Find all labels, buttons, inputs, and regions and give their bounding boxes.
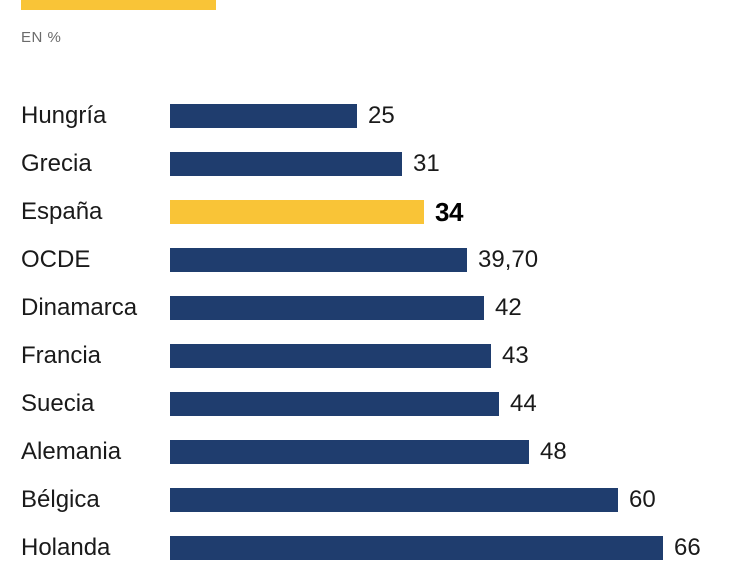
- bar: [170, 536, 663, 560]
- bar: [170, 200, 424, 224]
- bar-track: 44: [170, 390, 751, 418]
- bar: [170, 104, 357, 128]
- bar-track: 34: [170, 197, 751, 228]
- bar-track: 48: [170, 438, 751, 466]
- chart-row: OCDE 39,70: [21, 236, 751, 284]
- value-label: 34: [435, 196, 463, 227]
- value-label: 48: [540, 438, 567, 465]
- category-label: Alemania: [21, 438, 122, 465]
- unit-label: EN %: [21, 29, 62, 46]
- category-label: Dinamarca: [21, 294, 138, 321]
- chart-row: Alemania 48: [21, 428, 751, 476]
- value-label: 60: [629, 486, 656, 513]
- bar: [170, 248, 467, 272]
- bar-track: 66: [170, 534, 751, 562]
- bar: [170, 344, 491, 368]
- chart-row: Grecia 31: [21, 140, 751, 188]
- category-label: Bélgica: [21, 486, 100, 513]
- category-label: Grecia: [21, 150, 92, 177]
- legend-swatch: [21, 0, 216, 10]
- category-label: Holanda: [21, 534, 111, 561]
- value-label: 43: [502, 342, 529, 369]
- bar-track: 39,70: [170, 246, 751, 274]
- bar-track: 31: [170, 150, 751, 178]
- chart-row: Holanda 66: [21, 524, 751, 563]
- value-label: 44: [510, 390, 537, 417]
- category-label: Hungría: [21, 102, 107, 129]
- chart-row: Suecia 44: [21, 380, 751, 428]
- bar-track: 60: [170, 486, 751, 514]
- bar: [170, 296, 484, 320]
- bar-track: 42: [170, 294, 751, 322]
- category-label: Francia: [21, 342, 102, 369]
- chart-row: Dinamarca 42: [21, 284, 751, 332]
- value-label: 42: [495, 294, 522, 321]
- bar-track: 43: [170, 342, 751, 370]
- chart-row: España 34: [21, 188, 751, 236]
- bar: [170, 152, 402, 176]
- value-label: 66: [674, 534, 701, 561]
- bar: [170, 392, 499, 416]
- value-label: 25: [368, 102, 395, 129]
- bar: [170, 488, 618, 512]
- bar-chart: Hungría 25 Grecia 31 España 34 OCDE 39,7…: [21, 92, 751, 563]
- bar-track: 25: [170, 102, 751, 130]
- value-label: 39,70: [478, 246, 539, 273]
- category-label: Suecia: [21, 390, 95, 417]
- chart-row: Francia 43: [21, 332, 751, 380]
- value-label: 31: [413, 150, 440, 177]
- chart-row: Hungría 25: [21, 92, 751, 140]
- category-label: OCDE: [21, 246, 91, 273]
- category-label: España: [21, 198, 103, 225]
- chart-row: Bélgica 60: [21, 476, 751, 524]
- bar: [170, 440, 529, 464]
